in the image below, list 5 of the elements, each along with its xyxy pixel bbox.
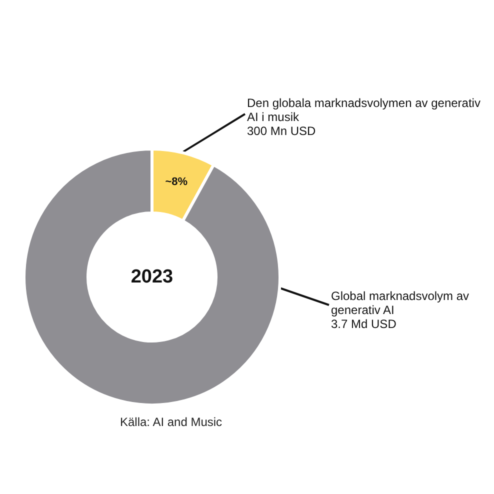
slice-label: Den globala marknadsvolymen av generativ AI i musik 300 Mn USD [247,96,480,138]
text: 2023 [130,266,174,288]
slice-label: Global marknadsvolym av generativ AI 3.7 Md USD [331,289,470,331]
text: Källa: AI and Music [120,415,222,429]
data-label: ~8% [165,176,188,188]
